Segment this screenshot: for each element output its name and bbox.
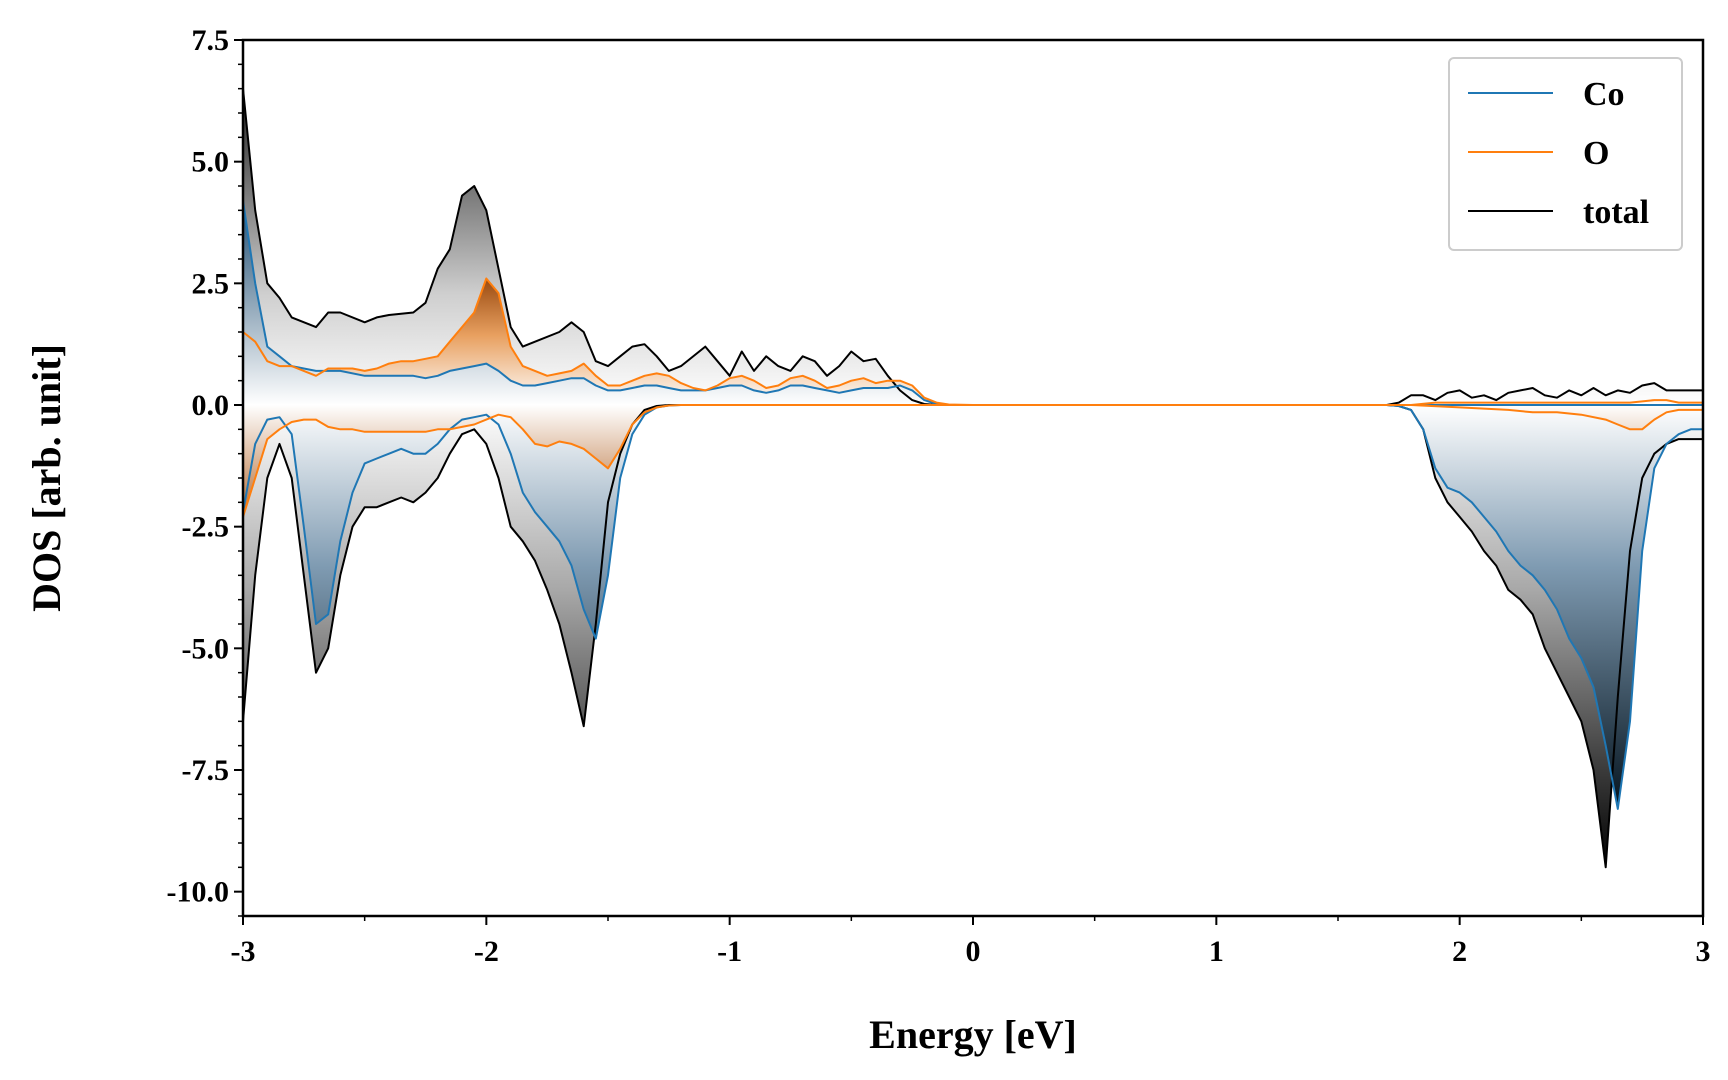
legend-label-co: Co (1583, 76, 1625, 113)
legend-label-o: O (1583, 135, 1609, 172)
y-axis-title: DOS [arb. unit] (24, 344, 69, 612)
series-lines (243, 88, 1703, 869)
line-co-spin-down (243, 404, 1703, 810)
y-axis: 7.5 5.0 2.5 0.0 -2.5 -5.0 -7.5 -10.0 (167, 24, 243, 917)
x-axis: -3 -2 -1 0 1 2 3 (231, 916, 1711, 968)
line-o-spin-down (243, 404, 1703, 518)
line-total-spin-up (243, 88, 1703, 406)
x-tick-label: -1 (717, 935, 742, 968)
y-tick-label: -2.5 (182, 511, 230, 544)
line-o-spin-up (243, 277, 1703, 406)
x-tick-label: 0 (966, 935, 981, 968)
x-tick-label: -3 (231, 935, 256, 968)
y-tick-label: 5.0 (192, 146, 230, 179)
legend-box (1448, 57, 1683, 251)
y-tick-label: 2.5 (192, 267, 230, 300)
area-co-spin-down (243, 405, 1703, 809)
x-axis-title: Energy [eV] (869, 1012, 1077, 1057)
x-tick-label: 3 (1696, 935, 1711, 968)
y-tick-label: 7.5 (192, 24, 230, 57)
legend-label-total: total (1583, 194, 1649, 231)
y-tick-label: -5.0 (182, 632, 230, 665)
x-tick-label: -2 (474, 935, 499, 968)
x-tick-label: 2 (1452, 935, 1467, 968)
legend: Co O total (1448, 57, 1683, 251)
y-tick-label: -10.0 (167, 876, 230, 909)
y-tick-label: 0.0 (192, 389, 230, 422)
area-o-spin-down (243, 405, 1703, 517)
area-co-spin-up (243, 200, 1703, 405)
y-tick-label: -7.5 (182, 754, 230, 787)
line-co-spin-up (243, 200, 1703, 406)
x-tick-label: 1 (1209, 935, 1224, 968)
